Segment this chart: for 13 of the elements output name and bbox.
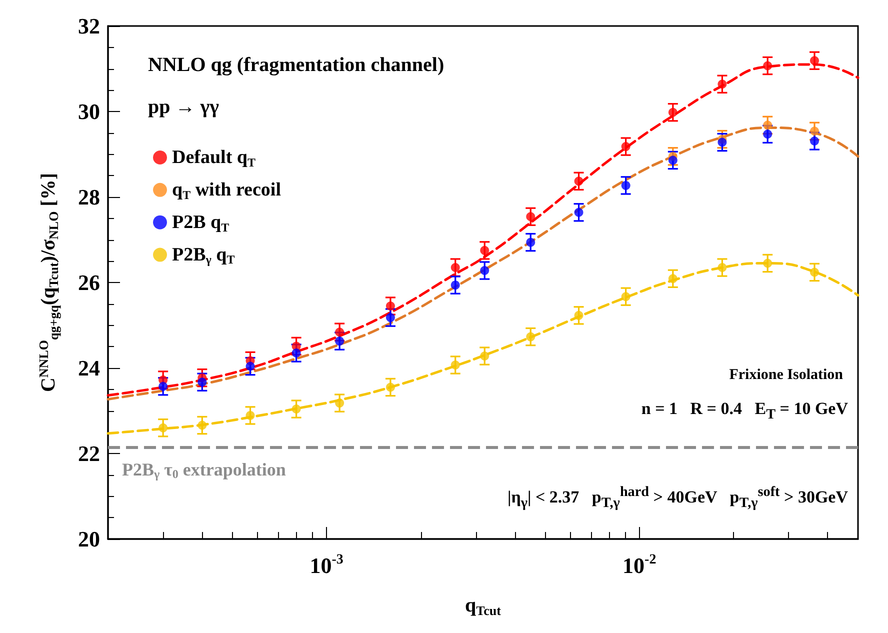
annotation: NNLO qg (fragmentation channel): [148, 53, 444, 77]
y-tick-label: 30: [78, 99, 100, 124]
text: |η$_{γ}$| < 2.37 p$_{T,γ}$$^{hard}$ > 40GeV p$_{T,γ}$$^{soft}$ > 30GeV: [507, 484, 848, 511]
y-tick-label: 26: [78, 270, 100, 295]
annotation: pp → γγ: [148, 95, 219, 119]
y-tick-label: 22: [78, 441, 100, 466]
y-tick-label: 32: [78, 14, 100, 38]
annotation: n = 1 R = 0.4 E$_{T}$ = 10 GeV: [641, 398, 848, 424]
annotation: Frixione Isolation: [729, 366, 843, 384]
y-tick-label: 20: [78, 526, 100, 552]
y-axis-title: CNNLOqg+gq(qTcut)/σNLO [%]: [36, 172, 61, 392]
y-tick-label: 24: [78, 356, 100, 380]
y-tick-label: 28: [78, 184, 100, 210]
